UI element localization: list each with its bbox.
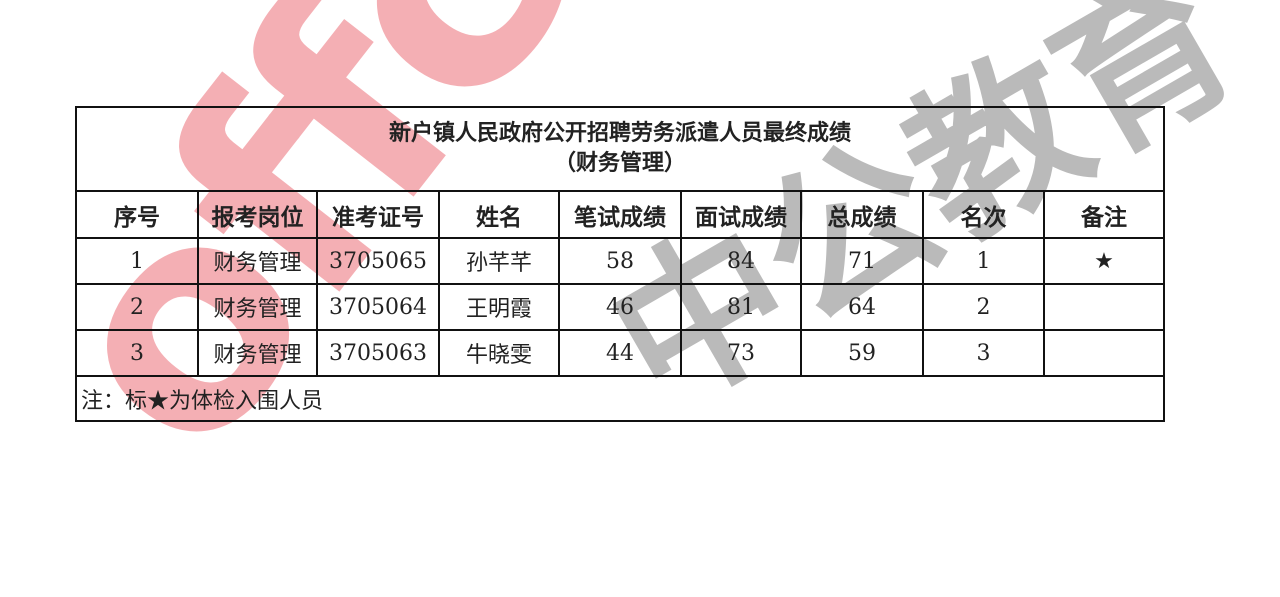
header-row: 序号 报考岗位 准考证号 姓名 笔试成绩 面试成绩 总成绩 名次 备注 — [75, 190, 1165, 239]
score-table: 新户镇人民政府公开招聘劳务派遣人员最终成绩 （财务管理） 序号 报考岗位 准考证… — [75, 106, 1165, 422]
cell: 1 — [922, 237, 1045, 285]
table-note: 注：标★为体检入围人员 — [75, 375, 1165, 422]
table-row: 3 财务管理 3705063 牛晓雯 44 73 59 3 — [75, 329, 1165, 377]
star-icon: ★ — [1043, 237, 1165, 285]
header-cell: 备注 — [1043, 190, 1165, 239]
cell: 3 — [75, 329, 199, 377]
header-cell: 姓名 — [438, 190, 560, 239]
cell — [1043, 283, 1165, 331]
cell: 王明霞 — [438, 283, 560, 331]
cell: 73 — [680, 329, 802, 377]
table-row: 1 财务管理 3705065 孙芊芊 58 84 71 1 ★ — [75, 237, 1165, 285]
header-cell: 总成绩 — [800, 190, 924, 239]
cell: 财务管理 — [197, 237, 318, 285]
cell: 1 — [75, 237, 199, 285]
header-cell: 序号 — [75, 190, 199, 239]
cell: 3 — [922, 329, 1045, 377]
header-cell: 名次 — [922, 190, 1045, 239]
cell: 牛晓雯 — [438, 329, 560, 377]
subtitle-text: （财务管理） — [553, 151, 686, 176]
header-cell: 报考岗位 — [197, 190, 318, 239]
cell — [1043, 329, 1165, 377]
cell: 3705064 — [316, 283, 440, 331]
header-cell: 准考证号 — [316, 190, 440, 239]
cell: 44 — [558, 329, 682, 377]
cell: 2 — [922, 283, 1045, 331]
table-title: 新户镇人民政府公开招聘劳务派遣人员最终成绩 （财务管理） — [75, 106, 1165, 192]
cell: 孙芊芊 — [438, 237, 560, 285]
cell: 46 — [558, 283, 682, 331]
cell: 71 — [800, 237, 924, 285]
cell: 84 — [680, 237, 802, 285]
cell: 64 — [800, 283, 924, 331]
cell: 财务管理 — [197, 283, 318, 331]
cell: 58 — [558, 237, 682, 285]
table-row: 2 财务管理 3705064 王明霞 46 81 64 2 — [75, 283, 1165, 331]
cell: 81 — [680, 283, 802, 331]
header-cell: 笔试成绩 — [558, 190, 682, 239]
cell: 59 — [800, 329, 924, 377]
cell: 2 — [75, 283, 199, 331]
cell: 3705063 — [316, 329, 440, 377]
cell: 财务管理 — [197, 329, 318, 377]
header-cell: 面试成绩 — [680, 190, 802, 239]
title-text: 新户镇人民政府公开招聘劳务派遣人员最终成绩 — [388, 121, 851, 146]
cell: 3705065 — [316, 237, 440, 285]
